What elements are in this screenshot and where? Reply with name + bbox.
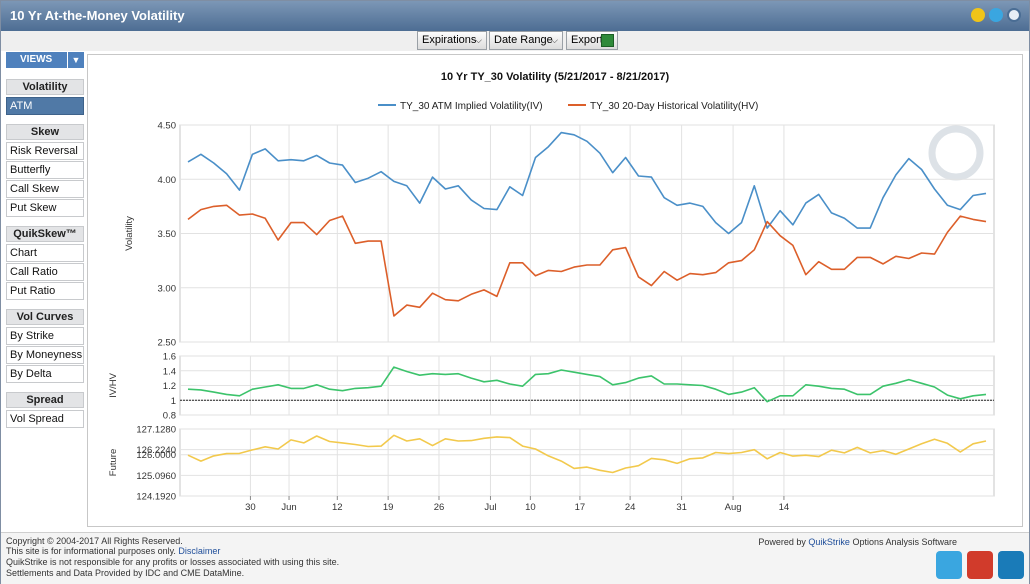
y-tick-label: 124.1920 (136, 492, 176, 503)
y-tick-label: 4.50 (158, 121, 177, 132)
linkedin-icon[interactable] (998, 551, 1024, 579)
copyright-text: Copyright © 2004-2017 All Rights Reserve… (6, 536, 183, 546)
series-line-0-0 (187, 131, 987, 235)
y-tick-label: 126.2240 (136, 445, 176, 456)
disclaimer-link[interactable]: Disclaimer (178, 546, 221, 556)
sidebar-item-atm[interactable]: ATM (6, 97, 84, 115)
series-line-1-0 (187, 366, 987, 403)
window-title: 10 Yr At-the-Money Volatility (10, 8, 185, 23)
x-tick-label: Jun (281, 502, 296, 513)
x-tick-label: 14 (779, 502, 790, 513)
y-tick-label: 2.50 (158, 338, 177, 349)
x-tick-label: 19 (383, 502, 394, 513)
info-text: This site is for informational purposes … (6, 546, 176, 556)
sidebar-item-butterfly[interactable]: Butterfly (6, 161, 84, 179)
y-axis-label: IV/HV (108, 372, 119, 397)
chevron-down-icon[interactable]: ▼ (67, 52, 84, 68)
sidebar-item-put-ratio[interactable]: Put Ratio (6, 282, 84, 300)
y-axis-label: Volatility (124, 216, 135, 251)
date-range-label: Date Range (494, 34, 553, 46)
y-tick-label: 3.00 (158, 283, 177, 294)
y-tick-label: 125.0960 (136, 471, 176, 482)
y-tick-label: 3.50 (158, 229, 177, 240)
twitter-icon[interactable] (989, 8, 1003, 22)
section-header-skew: Skew (6, 124, 84, 140)
footer: Copyright © 2004-2017 All Rights Reserve… (1, 532, 1029, 584)
volatility-chart: 10 Yr TY_30 Volatility (5/21/2017 - 8/21… (108, 71, 995, 513)
x-tick-label: 31 (676, 502, 687, 513)
sidebar-item-call-ratio[interactable]: Call Ratio (6, 263, 84, 281)
y-tick-label: 1.4 (163, 366, 176, 377)
twitter-icon[interactable] (936, 551, 962, 579)
sidebar-item-by-strike[interactable]: By Strike (6, 327, 84, 345)
chevron-down-icon: ⌵ (551, 35, 558, 45)
title-bar: 10 Yr At-the-Money Volatility (1, 1, 1029, 31)
sidebar-item-by-delta[interactable]: By Delta (6, 365, 84, 383)
section-header-volatility: Volatility (6, 79, 84, 95)
x-tick-label: 17 (575, 502, 586, 513)
x-tick-label: 24 (625, 502, 636, 513)
y-tick-label: 1.2 (163, 381, 176, 392)
x-tick-label: 10 (525, 502, 536, 513)
export-label: Export (571, 34, 603, 46)
expirations-label: Expirations (422, 34, 477, 46)
series-line-0-1 (187, 204, 987, 317)
section-header-vol-curves: Vol Curves (6, 309, 84, 325)
chart-title: 10 Yr TY_30 Volatility (5/21/2017 - 8/21… (441, 71, 670, 83)
y-tick-label: 126.0000 (136, 450, 176, 461)
y-tick-label: 4.00 (158, 175, 177, 186)
liability-text: QuikStrike is not responsible for any pr… (6, 557, 340, 567)
powered-prefix: Powered by (758, 537, 806, 547)
section-header-spread: Spread (6, 392, 84, 408)
y-tick-label: 0.8 (163, 411, 176, 422)
x-tick-label: Aug (725, 502, 742, 513)
toolbar: Expirations ⌵ Date Range ⌵ Export (1, 31, 1029, 51)
settlements-text: Settlements and Data Provided by IDC and… (6, 568, 245, 578)
watermark-logo-icon (928, 125, 984, 181)
x-tick-label: 12 (332, 502, 343, 513)
y-tick-label: 127.1280 (136, 425, 176, 436)
youtube-icon[interactable] (967, 551, 993, 579)
title-icons (971, 8, 1021, 22)
expirations-dropdown[interactable]: Expirations ⌵ (417, 31, 487, 50)
legend-label-hv: TY_30 20-Day Historical Volatility(HV) (590, 101, 758, 112)
section-header-quikskew: QuikSkew™ (6, 226, 84, 242)
powered-by: Powered by QuikStrike Options Analysis S… (758, 537, 957, 547)
sidebar-item-put-skew[interactable]: Put Skew (6, 199, 84, 217)
y-axis-label: Future (108, 449, 119, 476)
plot-frame (179, 428, 995, 497)
sidebar-item-call-skew[interactable]: Call Skew (6, 180, 84, 198)
powered-brand[interactable]: QuikStrike (808, 537, 850, 547)
info-line: This site is for informational purposes … (6, 546, 220, 556)
x-tick-label: 30 (245, 502, 256, 513)
legend-label-iv: TY_30 ATM Implied Volatility(IV) (400, 101, 543, 112)
excel-icon (601, 34, 614, 47)
y-tick-label: 1 (171, 396, 176, 407)
export-button[interactable]: Export (566, 31, 618, 50)
views-label: VIEWS (20, 54, 53, 65)
sidebar-item-by-moneyness[interactable]: By Moneyness (6, 346, 84, 364)
help-icon[interactable] (1007, 8, 1021, 22)
powered-suffix: Options Analysis Software (852, 537, 957, 547)
x-tick-label: 26 (434, 502, 445, 513)
views-button[interactable]: VIEWS ▼ (6, 52, 84, 68)
lightning-icon[interactable] (971, 8, 985, 22)
sidebar-item-risk-reversal[interactable]: Risk Reversal (6, 142, 84, 160)
x-tick-label: Jul (484, 502, 496, 513)
chevron-down-icon: ⌵ (475, 35, 482, 45)
chart-panel: 10 Yr TY_30 Volatility (5/21/2017 - 8/21… (87, 54, 1023, 527)
y-tick-label: 1.6 (163, 352, 176, 363)
sidebar-item-vol-spread[interactable]: Vol Spread (6, 410, 84, 428)
series-line-2-0 (187, 434, 987, 474)
date-range-dropdown[interactable]: Date Range ⌵ (489, 31, 563, 50)
sidebar-item-chart[interactable]: Chart (6, 244, 84, 262)
